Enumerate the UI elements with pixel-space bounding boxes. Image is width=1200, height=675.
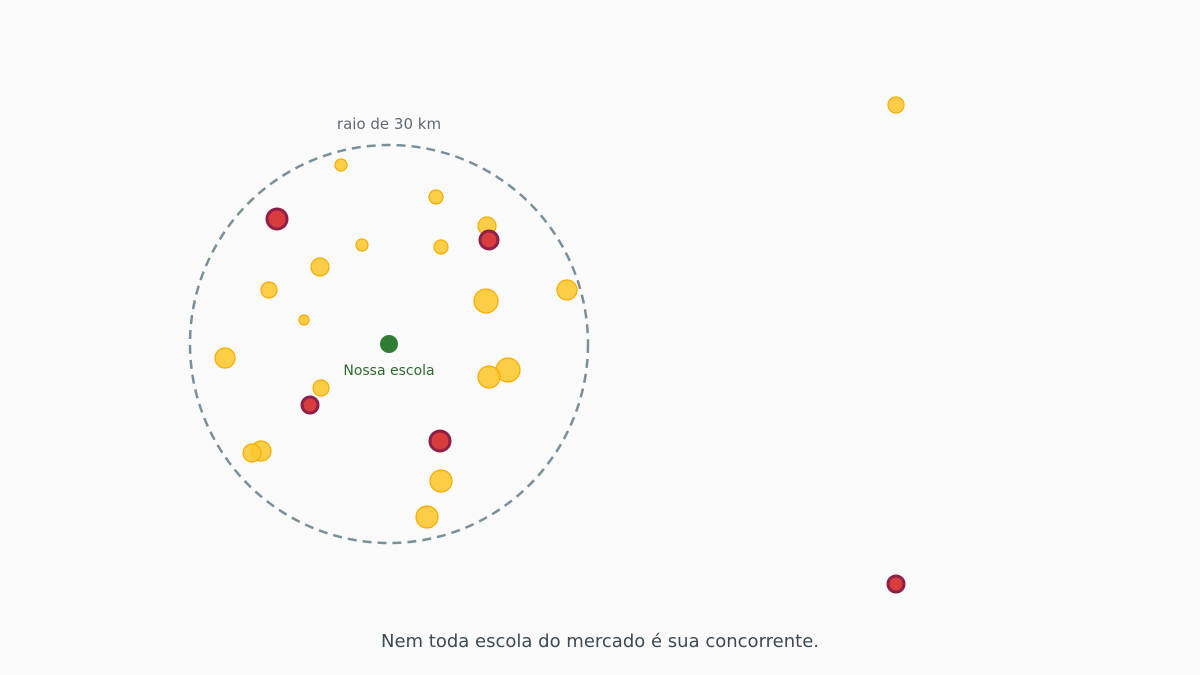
- competitor: [300, 395, 320, 415]
- school: [428, 189, 444, 205]
- school: [214, 347, 236, 369]
- school: [334, 158, 348, 172]
- school: [477, 365, 501, 389]
- school: [242, 443, 262, 463]
- school: [415, 505, 439, 529]
- school: [887, 96, 905, 114]
- schools: [214, 96, 906, 594]
- caption: Nem toda escola do mercado é sua concorr…: [381, 631, 819, 652]
- school: [310, 257, 330, 277]
- radius-circle: [188, 143, 590, 545]
- school: [473, 288, 499, 314]
- school: [433, 239, 449, 255]
- competitor: [478, 229, 500, 251]
- school: [298, 314, 310, 326]
- our-school: [380, 335, 398, 353]
- school: [429, 469, 453, 493]
- competitor: [886, 574, 906, 594]
- competitor: [428, 429, 452, 453]
- center-label: Nossa escola: [343, 363, 434, 379]
- school: [260, 281, 278, 299]
- school: [556, 279, 578, 301]
- school: [355, 238, 369, 252]
- competitor: [265, 207, 289, 231]
- radius-label: raio de 30 km: [337, 115, 441, 133]
- school: [312, 379, 330, 397]
